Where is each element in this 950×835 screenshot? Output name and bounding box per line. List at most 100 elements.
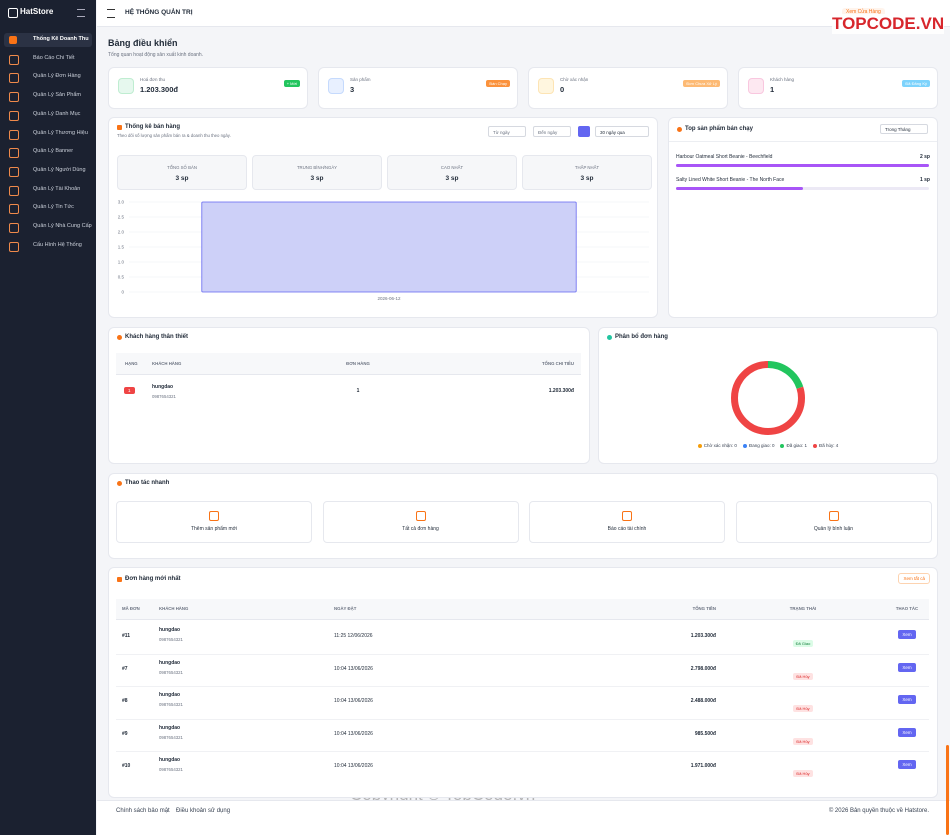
quick-icon — [622, 511, 632, 521]
quick-action[interactable]: Thêm sản phẩm mới — [116, 501, 312, 543]
customer-phone: 0987654321 — [152, 394, 176, 399]
quick-label: Quản lý bình luận — [813, 526, 854, 532]
page-subtitle: Tổng quan hoạt động sản xuất kinh doanh. — [108, 52, 204, 58]
panel-icon — [677, 127, 682, 132]
stat-badge: Đã Đăng Ký — [902, 80, 930, 87]
sidebar-icon — [9, 185, 19, 196]
quick-icon — [415, 511, 426, 521]
table-head — [116, 599, 929, 620]
order-total: 2.488.000đ — [690, 698, 716, 704]
sidebar-item[interactable]: Quản Lý Nhà Cung Cấp — [4, 220, 92, 234]
legend: Chờ xác nhận: 0 Đang giao: 0 Đã giao: 1 Đã … — [599, 443, 937, 448]
row-divider — [116, 751, 929, 752]
date-to[interactable]: Đến ngày — [533, 126, 571, 137]
sidebar-label: Quản Lý Thương Hiệu — [33, 129, 88, 136]
quick-icon — [828, 511, 839, 521]
stat-card: Chờ xác nhận 0 Đơn Chưa Xử Lý — [528, 67, 728, 109]
column-header: NGÀY ĐẶT — [334, 606, 357, 611]
scrollbar-thumb — [946, 745, 949, 835]
order-date: 10:04 13/06/2026 — [334, 763, 373, 769]
hamburger[interactable] — [107, 9, 115, 18]
view-button[interactable]: Xem — [898, 695, 916, 704]
column-header: HẠNG — [125, 361, 138, 366]
bar — [201, 201, 577, 293]
quick-action[interactable]: Quản lý bình luận — [735, 501, 932, 543]
customer-phone: 0987654321 — [159, 734, 183, 740]
stat-badge: Bán Chạy — [486, 80, 510, 87]
legend-label: Chờ xác nhận: 0 — [703, 443, 737, 448]
column-header: TRẠNG THÁI — [789, 606, 817, 611]
sales-chart: 0 0.5 1.0 1.5 2.0 2.5 3.0 2026-06-12 — [118, 200, 649, 301]
panel-icon — [117, 577, 122, 582]
order-total: 985.500đ — [694, 730, 716, 737]
search-button[interactable] — [578, 126, 590, 137]
sidebar-item[interactable]: Quản Lý Banner — [4, 145, 92, 159]
date-from[interactable]: Từ ngày — [488, 126, 526, 137]
table-head — [116, 353, 581, 375]
summary-box: THẤP NHẤT 3 sp — [522, 155, 652, 190]
sidebar-label: Quản Lý Nhà Cung Cấp — [33, 223, 92, 229]
brand-icon — [8, 8, 18, 18]
column-header: KHÁCH HÀNG — [159, 606, 189, 611]
product-qty: 2 sp — [919, 154, 930, 160]
legend-label: Đang giao: 0 — [748, 443, 775, 448]
progress-track — [676, 187, 929, 190]
y-tick-label: 2.0 — [118, 230, 125, 235]
sidebar-item[interactable]: Quản Lý Người Dùng — [4, 164, 92, 178]
sidebar-icon — [9, 54, 19, 65]
top-products-panel: Top sản phẩm bán chạy Trong Tháng Harbour … — [668, 117, 938, 318]
stat-value: 1 — [770, 85, 775, 94]
order-id: #7 — [122, 665, 128, 672]
view-button[interactable]: Xem — [898, 662, 916, 672]
quick-label: Tất cả đơn hàng — [402, 526, 439, 532]
divider — [669, 141, 937, 142]
sidebar-item[interactable]: Cấu Hình Hệ Thống — [4, 239, 92, 253]
sidebar-label: Quản Lý Đơn Hàng — [33, 73, 81, 80]
footer-link[interactable]: Điều khoản sử dụng — [176, 808, 231, 814]
quick-action[interactable]: Tất cả đơn hàng — [322, 501, 519, 543]
sidebar-item[interactable]: Báo Cáo Chi Tiết — [4, 52, 92, 66]
stat-icon — [748, 78, 764, 94]
quick-action[interactable]: Báo cáo tài chính — [529, 501, 725, 543]
sidebar-label: Quản Lý Người Dùng — [33, 166, 86, 173]
sidebar-item[interactable]: Quản Lý Danh Mục — [4, 108, 92, 122]
sidebar-icon — [9, 166, 19, 177]
menu-toggle[interactable] — [77, 9, 85, 17]
panel-icon — [117, 125, 122, 130]
sidebar-item[interactable]: Quản Lý Thương Hiệu — [4, 127, 92, 141]
sidebar-item[interactable]: Quản Lý Tin Tức — [4, 201, 92, 215]
panel-title: Khách hàng thân thiết — [125, 334, 188, 340]
watermark: TOPCODE.VN — [832, 14, 945, 34]
footer-link[interactable]: Chính sách bảo mật — [116, 808, 170, 814]
brand: HatStore — [20, 7, 54, 16]
store-link[interactable]: Xem Cửa Hàng — [842, 8, 885, 16]
legend-item: Đã hủy: 4 — [813, 443, 838, 448]
legend-item: Đang giao: 0 — [742, 443, 775, 448]
view-button[interactable]: Xem — [898, 727, 916, 737]
customer-phone: 0987654321 — [159, 767, 183, 772]
order-total: 2.798.000đ — [690, 665, 716, 672]
summary-value: 3 sp — [310, 175, 324, 182]
sidebar-icon — [9, 204, 19, 215]
sidebar-item[interactable]: Quản Lý Đơn Hàng — [4, 70, 92, 84]
footer-bar — [97, 800, 950, 835]
summary-label: THẤP NHẤT — [574, 165, 600, 170]
sidebar-label: Thống Kê Doanh Thu — [33, 36, 89, 42]
stat-label: Khách hàng — [770, 77, 795, 82]
order-date: 11:25 12/06/2026 — [334, 633, 373, 639]
view-button[interactable]: Xem — [898, 630, 916, 639]
sidebar-item[interactable]: Quản Lý Sản Phẩm — [4, 89, 92, 103]
view-all-button[interactable]: Xem tất cả — [898, 573, 930, 584]
sidebar-icon — [9, 36, 17, 44]
sidebar-item[interactable]: Thống Kê Doanh Thu — [4, 33, 92, 47]
view-button[interactable]: Xem — [898, 760, 916, 769]
stat-label: Chờ xác nhận — [560, 77, 589, 82]
range-select[interactable]: 30 ngày qua — [595, 126, 649, 137]
period-select[interactable]: Trong Tháng — [880, 124, 928, 134]
summary-value: 3 sp — [580, 175, 594, 182]
rank-badge: 1 — [124, 387, 135, 394]
total-spent: 1.203.300đ — [548, 388, 574, 394]
panel-icon — [607, 335, 612, 340]
sidebar-item[interactable]: Quản Lý Tài Khoản — [4, 183, 92, 197]
stat-card: Khách hàng 1 Đã Đăng Ký — [738, 67, 938, 109]
